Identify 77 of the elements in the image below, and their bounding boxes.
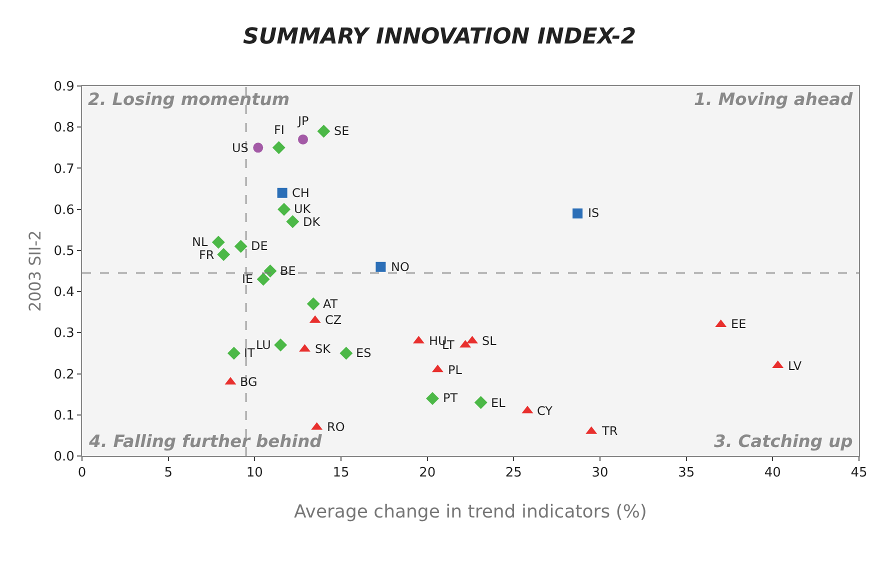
point (317, 124, 330, 138)
point (286, 215, 300, 228)
annotation: AT (323, 297, 338, 311)
point (253, 142, 264, 153)
annotation: TR (601, 424, 618, 438)
point (474, 396, 488, 410)
annotation: 2. Losing momentum (88, 90, 290, 110)
point (426, 392, 440, 405)
x-tick-label: 10 (246, 466, 263, 481)
x-tick-label: 30 (592, 466, 608, 481)
y-tick-label: 0.2 (54, 367, 74, 382)
y-tick-label: 0.0 (54, 450, 74, 465)
point (376, 262, 386, 272)
x-axis-title: Average change in trend indicators (%) (294, 502, 647, 523)
point (274, 338, 288, 352)
annotation: US (232, 141, 248, 155)
x-tick-label: 45 (850, 466, 868, 481)
x-tick-label: 40 (764, 466, 781, 481)
point (298, 134, 308, 144)
x-tick-label: 20 (419, 466, 436, 481)
point (306, 297, 320, 310)
y-tick-label: 0.9 (54, 80, 74, 95)
x-tick-label: 0 (78, 466, 86, 481)
annotation: RO (327, 420, 345, 434)
annotation: ES (356, 346, 372, 360)
y-tick-label: 0.5 (54, 244, 74, 259)
y-tick-label: 0.3 (54, 326, 74, 342)
y-tick-label: 0.7 (54, 162, 74, 177)
annotation: 1. Moving ahead (694, 90, 854, 110)
annotation: CY (537, 404, 554, 418)
annotation: DE (251, 239, 268, 253)
annotation: EL (491, 396, 506, 410)
point (227, 346, 240, 360)
point (277, 188, 288, 198)
chart-title: SUMMARY INNOVATION INDEX-2 (242, 24, 636, 50)
annotation: SL (482, 334, 497, 348)
annotation: UK (294, 202, 312, 216)
point (272, 141, 286, 154)
point (572, 208, 583, 218)
point (264, 264, 277, 278)
y-tick-label: 0.4 (54, 285, 74, 300)
annotation: EE (731, 317, 746, 331)
annotation: SE (334, 124, 350, 138)
annotation: BG (240, 375, 258, 389)
annotation: CH (292, 186, 310, 200)
x-tick-label: 35 (678, 466, 695, 481)
annotation: NL (192, 235, 208, 249)
y-tick-label: 0.1 (54, 408, 74, 424)
annotation: LU (256, 338, 271, 352)
annotation: FI (274, 123, 284, 137)
point (340, 346, 353, 360)
x-tick-label: 15 (332, 466, 350, 481)
y-tick-label: 0.8 (54, 120, 74, 136)
point (256, 272, 270, 286)
y-tick-label: 0.6 (54, 202, 74, 218)
point (278, 202, 291, 216)
annotation: CZ (325, 313, 342, 327)
y-axis-title: 2003 SII-2 (26, 230, 45, 312)
annotation: 4. Falling further behind (88, 432, 323, 452)
annotation: 3. Catching up (714, 432, 853, 452)
point (217, 248, 230, 262)
x-tick-label: 25 (505, 466, 522, 481)
annotation: IS (588, 206, 600, 220)
annotation: FR (199, 248, 214, 262)
annotation: JP (297, 114, 309, 128)
point (212, 236, 225, 249)
annotation: BE (280, 264, 296, 278)
annotation: SK (315, 342, 332, 356)
point (234, 240, 248, 253)
x-tick-label: 5 (164, 466, 172, 481)
annotation: DK (303, 215, 322, 229)
annotation: NO (391, 260, 410, 274)
annotation: IE (242, 272, 254, 286)
annotation: PL (448, 363, 462, 377)
annotation: PT (443, 391, 458, 405)
annotation: LV (788, 359, 802, 373)
annotation: IT (244, 346, 256, 360)
